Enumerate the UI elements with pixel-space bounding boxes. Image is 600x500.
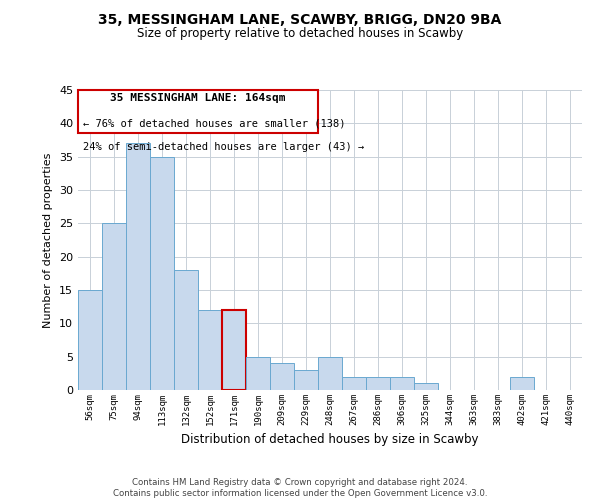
Bar (510, 376, 534, 390)
Bar (126, 144, 150, 390)
Text: 35 MESSINGHAM LANE: 164sqm: 35 MESSINGHAM LANE: 164sqm (110, 93, 286, 103)
Text: Contains HM Land Registry data © Crown copyright and database right 2024.
Contai: Contains HM Land Registry data © Crown c… (113, 478, 487, 498)
Bar (414, 384, 438, 390)
Text: 35, MESSINGHAM LANE, SCAWBY, BRIGG, DN20 9BA: 35, MESSINGHAM LANE, SCAWBY, BRIGG, DN20… (98, 12, 502, 26)
Bar (270, 364, 294, 390)
Y-axis label: Number of detached properties: Number of detached properties (43, 152, 53, 328)
Bar (294, 370, 318, 390)
Bar (366, 376, 390, 390)
Bar (174, 270, 198, 390)
Bar (246, 356, 270, 390)
FancyBboxPatch shape (78, 90, 318, 134)
Bar (222, 310, 246, 390)
Bar (78, 290, 102, 390)
Bar (150, 156, 174, 390)
Bar (342, 376, 366, 390)
Text: 24% of semi-detached houses are larger (43) →: 24% of semi-detached houses are larger (… (83, 142, 364, 152)
X-axis label: Distribution of detached houses by size in Scawby: Distribution of detached houses by size … (181, 434, 479, 446)
Bar (318, 356, 342, 390)
Text: Size of property relative to detached houses in Scawby: Size of property relative to detached ho… (137, 28, 463, 40)
Bar (102, 224, 126, 390)
Bar (390, 376, 414, 390)
Bar (198, 310, 222, 390)
Text: ← 76% of detached houses are smaller (138): ← 76% of detached houses are smaller (13… (83, 118, 346, 128)
